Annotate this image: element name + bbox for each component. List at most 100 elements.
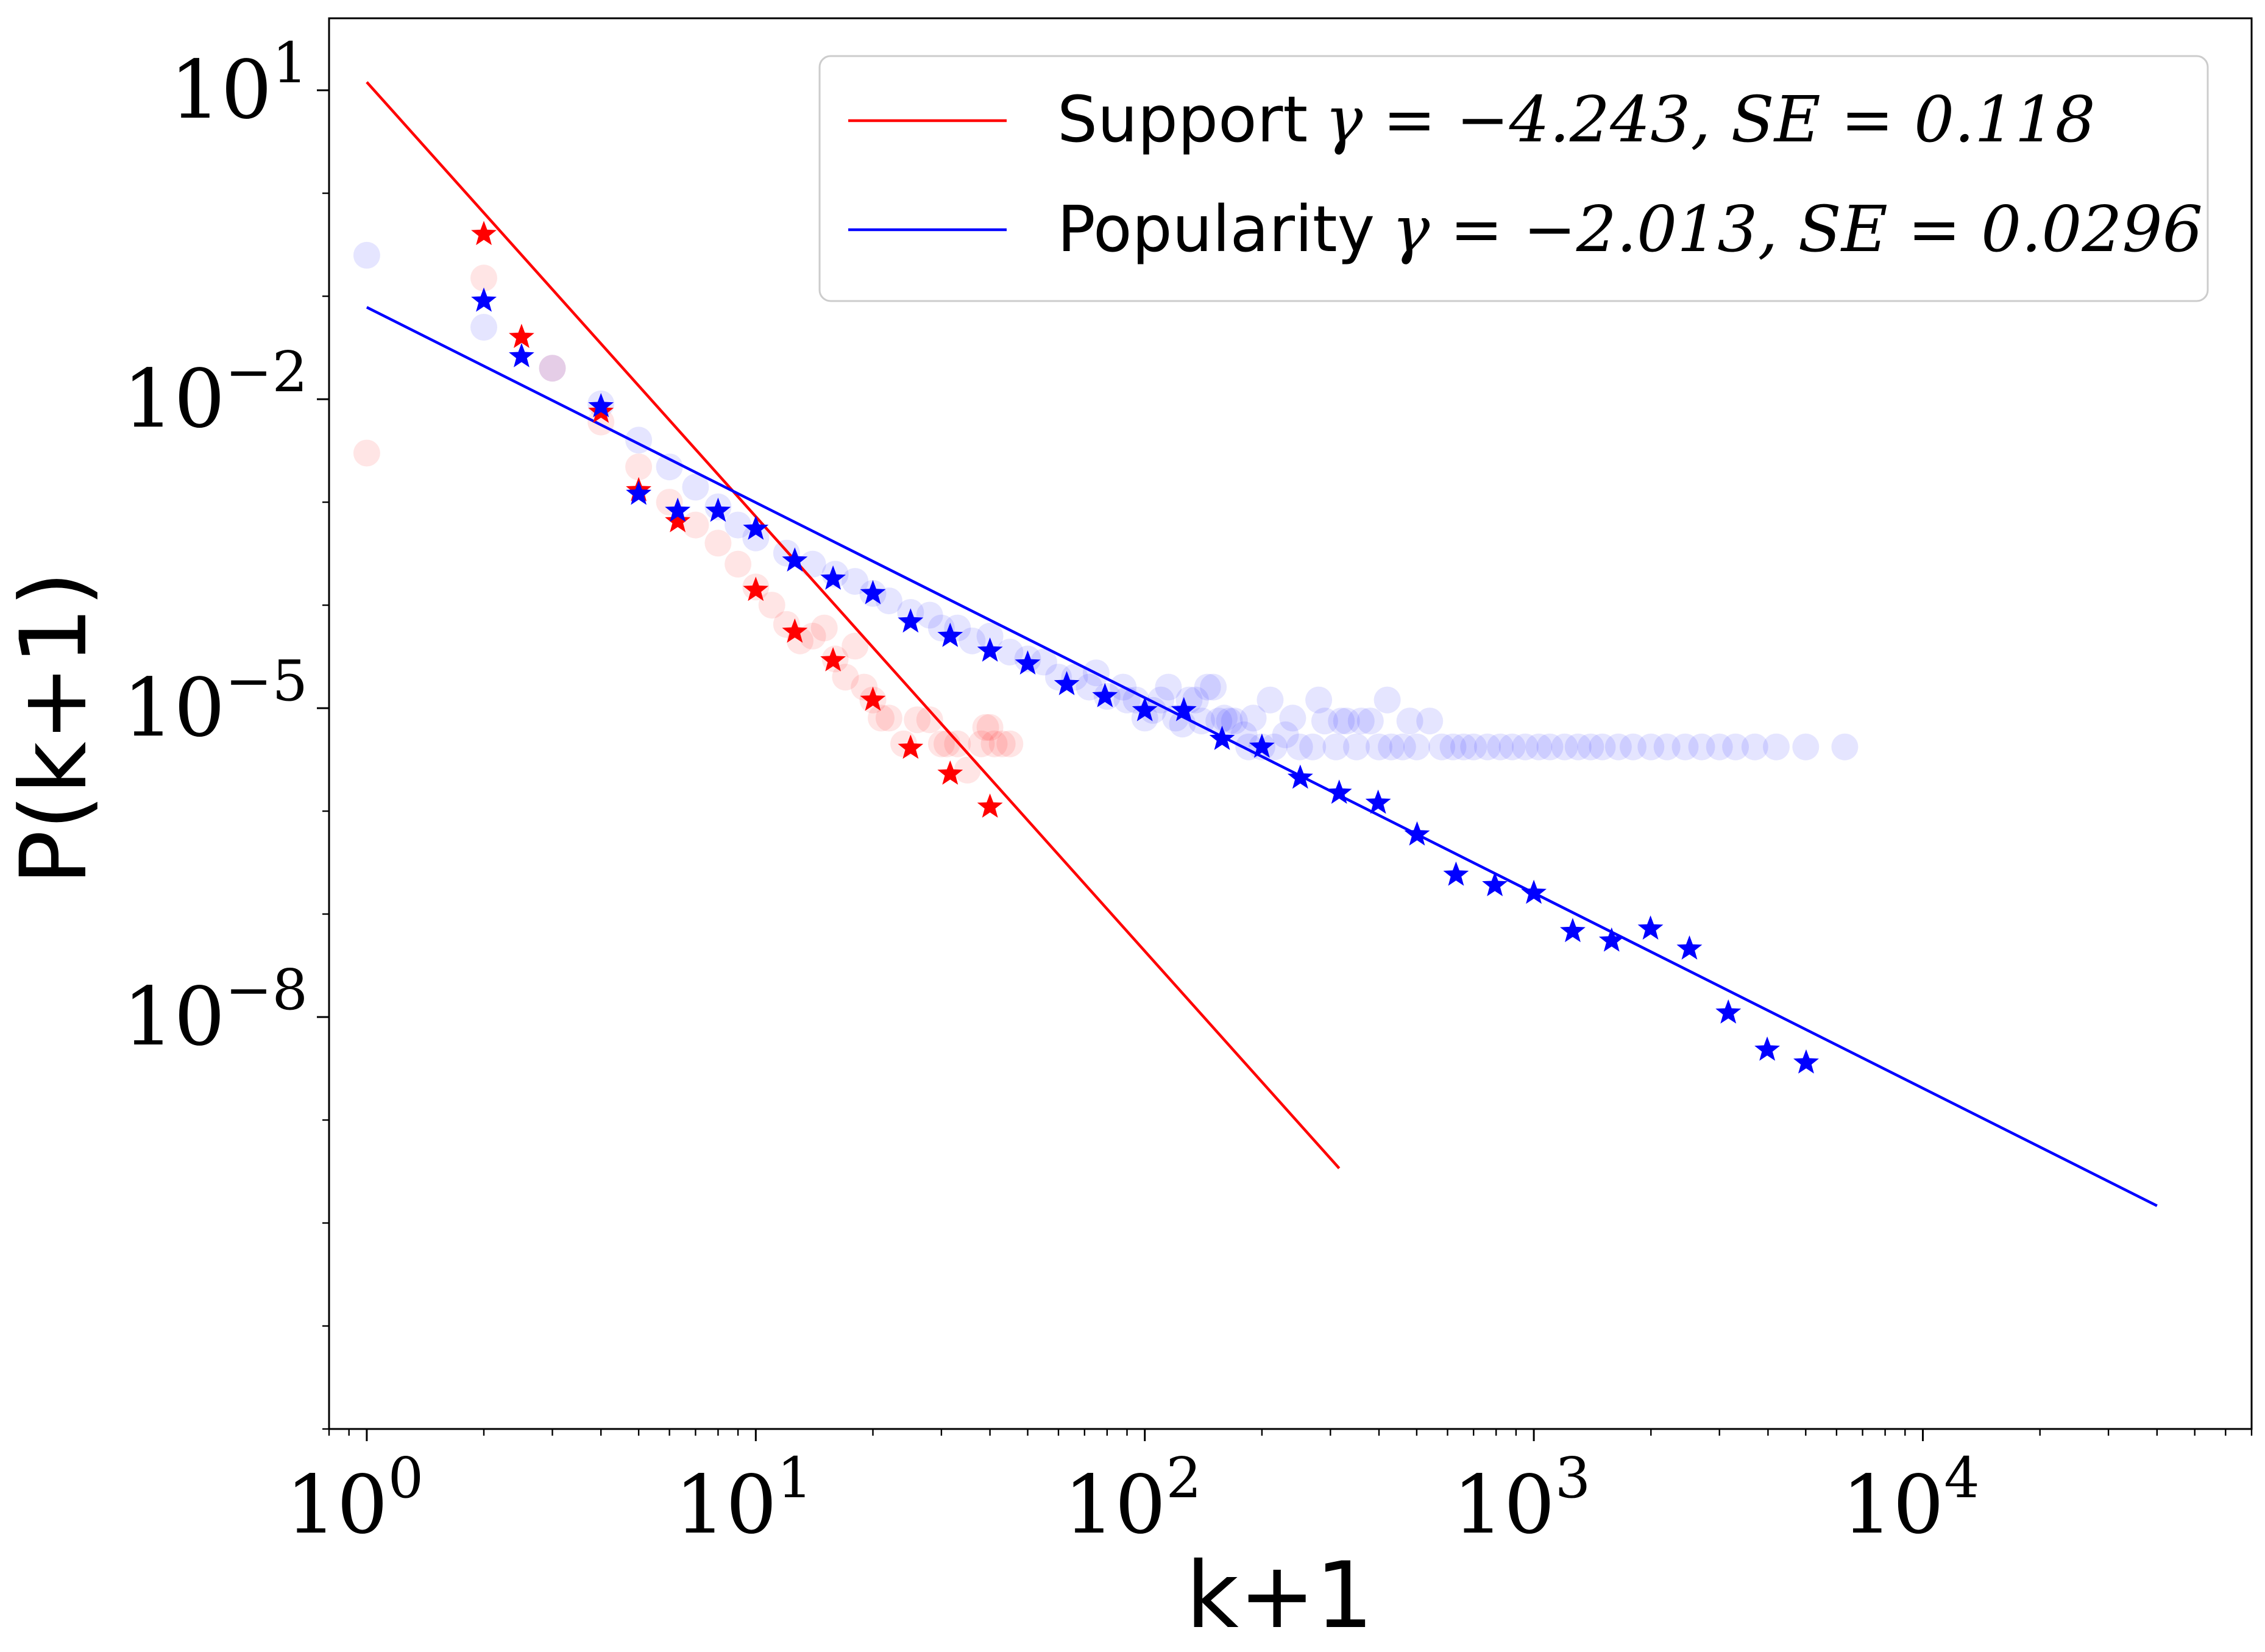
popularity-raw-point [1620,733,1646,760]
popularity-binned-point [588,393,614,417]
popularity-binned-point [1637,915,1664,940]
popularity-raw-point [1343,733,1370,760]
popularity-binned-point [1443,861,1469,886]
popularity-raw-point [1347,707,1375,735]
support-raw-point [976,714,1004,741]
popularity-raw-point [1551,733,1578,760]
popularity-raw-point [1577,733,1604,760]
popularity-raw-point [996,639,1024,666]
support-raw-point [968,730,995,757]
support-raw-point [875,704,902,732]
popularity-raw-point [842,568,869,595]
popularity-binned-point [1132,697,1158,721]
popularity-raw-point [1257,686,1284,714]
popularity-binned-point [1365,789,1391,814]
support-binned-point [509,324,534,349]
popularity-raw-point [1460,733,1487,760]
popularity-raw-point [1741,733,1768,760]
x-tick-label: 102 [1063,1445,1202,1552]
support-raw-point [980,730,1008,757]
popularity-binned-point [471,287,497,312]
popularity-raw-point [1722,733,1749,760]
support-binned-point [820,647,846,672]
popularity-binned-point [977,637,1003,662]
popularity-raw-point [1498,733,1526,760]
popularity-raw-point [1604,733,1632,760]
plot-frame [328,17,2253,1430]
support-binned-point [937,760,963,785]
support-binned-point [471,221,497,246]
support-raw-point [704,530,732,557]
popularity-raw-point [1272,721,1299,748]
x-tick-label: 101 [675,1445,813,1552]
legend-label-support: Support γ = −4.243, SE = 0.118 [1057,82,2096,157]
popularity-binned-point [1754,1036,1780,1061]
popularity-raw-point [1450,733,1477,760]
support-raw-point [927,730,955,757]
support-raw-point [625,453,653,481]
popularity-raw-point [1396,707,1423,735]
popularity-raw-point [1155,673,1182,701]
popularity-raw-point [1322,733,1350,760]
legend-label-popularity: Popularity γ = −2.013, SE = 0.0296 [1057,192,2203,266]
popularity-binned-point [1404,821,1430,846]
popularity-binned-point [665,497,691,522]
support-raw-point [353,439,380,467]
y-tick-label: 10−2 [122,339,308,446]
support-raw-point [799,622,826,650]
popularity-raw-point [1706,733,1733,760]
binned-points-layer [471,221,1819,1074]
popularity-binned-point [1482,871,1508,896]
popularity-raw-point [1688,733,1715,760]
popularity-raw-point [1216,707,1243,735]
popularity-binned-point [1249,733,1275,758]
popularity-raw-point [1205,707,1233,735]
y-axis: 101 10−2 10−5 10−8 [122,30,329,1430]
fit-lines-layer [366,81,2158,1207]
popularity-raw-point [1389,733,1416,760]
popularity-binned-point [1598,927,1625,952]
popularity-raw-point [1403,733,1430,760]
y-tick-label: 101 [169,30,308,137]
popularity-raw-point [1536,733,1564,760]
popularity-binned-point [1171,697,1197,721]
popularity-raw-point [1333,707,1360,735]
support-raw-point [868,704,895,732]
popularity-raw-point [1328,707,1355,735]
support-raw-point [539,355,566,382]
support-raw-point [996,730,1024,757]
popularity-binned-point [743,516,769,540]
popularity-binned-point [1560,918,1586,943]
popularity-binned-point [1054,671,1080,695]
popularity-raw-point [1030,648,1057,676]
support-raw-point [972,714,999,741]
popularity-raw-point [1305,686,1333,714]
popularity-raw-point [1589,733,1616,760]
popularity-raw-point [1671,733,1699,760]
popularity-raw-point [1211,704,1238,732]
y-tick-label: 10−5 [122,648,308,755]
popularity-raw-point [1378,733,1405,760]
popularity-raw-point [1131,704,1158,732]
popularity-raw-point [1311,707,1338,735]
popularity-binned-point [860,580,886,604]
popularity-binned-point [782,547,808,572]
popularity-raw-point [1792,733,1820,760]
x-axis-title: k+1 [1186,1543,1374,1649]
support-fit-line [366,81,1341,1169]
popularity-raw-point [1487,733,1514,760]
legend-box [818,55,2209,302]
popularity-raw-point [1428,733,1456,760]
popularity-raw-point [1366,733,1392,760]
popularity-fit-line [366,306,2158,1207]
popularity-raw-point [1286,733,1313,760]
support-raw-point [725,550,752,578]
popularity-binned-point [1793,1049,1819,1074]
popularity-binned-point [1092,682,1118,707]
popularity-binned-point [820,565,846,590]
y-axis-title: P(k+1) [1,571,107,885]
popularity-binned-point [1676,935,1703,960]
popularity-raw-point [682,473,709,501]
x-tick-label: 100 [286,1445,424,1552]
support-raw-point [916,706,943,734]
